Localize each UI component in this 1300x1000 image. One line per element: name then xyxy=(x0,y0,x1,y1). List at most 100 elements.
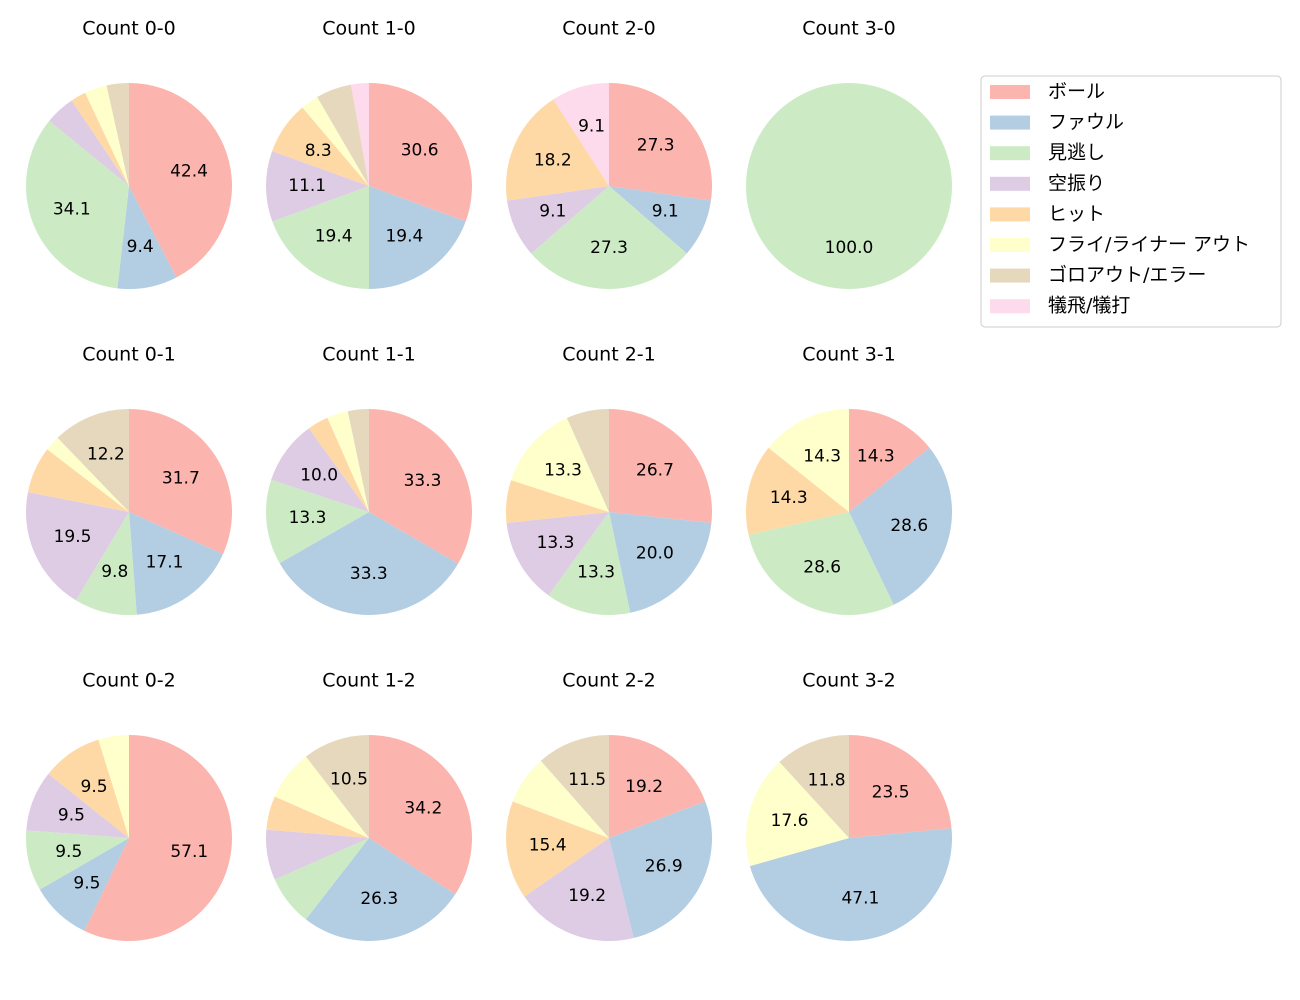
slice-label: 26.7 xyxy=(636,461,674,481)
pie-slice xyxy=(266,151,369,222)
chart-title: Count 3-1 xyxy=(802,344,896,366)
pie-slice xyxy=(609,735,706,838)
pie-slice xyxy=(746,447,849,535)
pie-slice xyxy=(506,512,609,596)
pie-slice xyxy=(609,83,712,201)
pie-slice xyxy=(369,409,472,564)
pie-slice xyxy=(305,735,369,838)
pie-slice xyxy=(609,512,712,613)
slice-label: 100.0 xyxy=(825,238,874,258)
slice-label: 11.1 xyxy=(288,176,326,196)
slice-label: 11.5 xyxy=(568,770,606,790)
pie-slice xyxy=(327,411,369,512)
slice-label: 30.6 xyxy=(401,141,439,161)
legend-swatch xyxy=(990,176,1030,191)
legend-label: ファウル xyxy=(1048,111,1124,133)
pie-slice xyxy=(566,409,609,512)
pie-slice xyxy=(305,838,456,941)
chart-title: Count 0-2 xyxy=(82,670,176,692)
slice-label: 26.3 xyxy=(360,889,398,909)
chart-title: Count 1-0 xyxy=(322,18,416,40)
chart-title: Count 1-2 xyxy=(322,670,416,692)
pie-slice xyxy=(106,83,129,186)
pie-slice xyxy=(609,801,712,938)
slice-label: 9.5 xyxy=(73,873,100,893)
slice-label: 23.5 xyxy=(872,782,910,802)
slice-label: 9.1 xyxy=(539,202,566,222)
pie-slice xyxy=(369,735,472,895)
pie-slice xyxy=(272,186,369,289)
legend-swatch xyxy=(990,268,1030,283)
pie-slice xyxy=(746,83,952,289)
slice-label: 14.3 xyxy=(857,446,895,466)
chart-title: Count 0-0 xyxy=(82,18,176,40)
slice-label: 27.3 xyxy=(590,238,628,258)
pie-slice xyxy=(26,492,129,601)
pie-slice xyxy=(26,773,129,838)
pie-slice xyxy=(274,756,369,838)
legend-label: 空振り xyxy=(1048,172,1105,194)
pie-slice xyxy=(548,512,631,615)
pie-slice xyxy=(272,107,369,186)
slice-label: 13.3 xyxy=(289,508,327,528)
pie-slice xyxy=(85,85,129,186)
pie-slice xyxy=(609,409,712,523)
slice-label: 9.5 xyxy=(81,777,108,797)
pie-slice xyxy=(266,796,369,838)
slice-label: 57.1 xyxy=(170,842,208,862)
slice-label: 13.3 xyxy=(537,533,575,553)
pie-slice xyxy=(505,801,609,897)
slice-label: 10.5 xyxy=(330,770,368,790)
slice-label: 14.3 xyxy=(770,488,808,508)
legend-swatch xyxy=(990,238,1030,252)
slice-label: 27.3 xyxy=(637,136,675,156)
pie-slice xyxy=(506,480,609,523)
pie-slice xyxy=(745,762,849,867)
pie-slice xyxy=(748,512,894,616)
slice-label: 42.4 xyxy=(170,161,208,181)
slice-label: 9.1 xyxy=(652,202,679,222)
pie-slice xyxy=(768,409,849,512)
pie-slice xyxy=(531,186,687,289)
slice-label: 12.2 xyxy=(87,445,125,465)
slice-label: 19.5 xyxy=(54,527,92,547)
pie-slice xyxy=(117,186,177,290)
pie-slice xyxy=(279,512,459,615)
slice-label: 33.3 xyxy=(404,471,442,491)
slice-label: 9.1 xyxy=(578,117,605,137)
pie-slice xyxy=(317,84,369,186)
slice-label: 18.2 xyxy=(534,150,572,170)
slice-label: 19.4 xyxy=(315,227,353,247)
pie-slice xyxy=(609,186,711,254)
pie-slice xyxy=(39,838,129,931)
slice-label: 9.4 xyxy=(127,237,154,257)
pie-slice xyxy=(540,735,609,838)
pie-slice xyxy=(26,830,129,890)
chart-title: Count 3-0 xyxy=(802,18,896,40)
pie-slice xyxy=(271,428,369,512)
slice-label: 10.0 xyxy=(300,465,338,485)
legend-swatch xyxy=(990,146,1030,161)
pie-slice xyxy=(129,409,232,555)
pie-slice xyxy=(129,83,233,278)
pie-slice xyxy=(84,735,233,942)
slice-label: 19.4 xyxy=(385,227,423,247)
slice-label: 17.6 xyxy=(771,811,809,831)
legend-swatch xyxy=(990,299,1030,314)
slice-label: 19.2 xyxy=(568,886,606,906)
chart-title: Count 0-1 xyxy=(82,344,176,366)
pie-slice xyxy=(507,186,609,254)
legend-label: 見逃し xyxy=(1048,142,1105,164)
pie-slice xyxy=(849,409,930,512)
legend-label: フライ/ライナー アウト xyxy=(1048,234,1250,256)
pie-slice xyxy=(849,447,953,605)
pie-slice xyxy=(524,838,634,941)
pie-slice xyxy=(49,100,130,186)
chart-title: Count 2-2 xyxy=(562,670,656,692)
pie-slice xyxy=(71,92,129,186)
slice-label: 20.0 xyxy=(636,543,674,563)
pie-slice xyxy=(369,186,466,289)
pie-slice xyxy=(47,437,129,512)
slice-label: 28.6 xyxy=(890,516,928,536)
pie-slice xyxy=(48,739,129,838)
